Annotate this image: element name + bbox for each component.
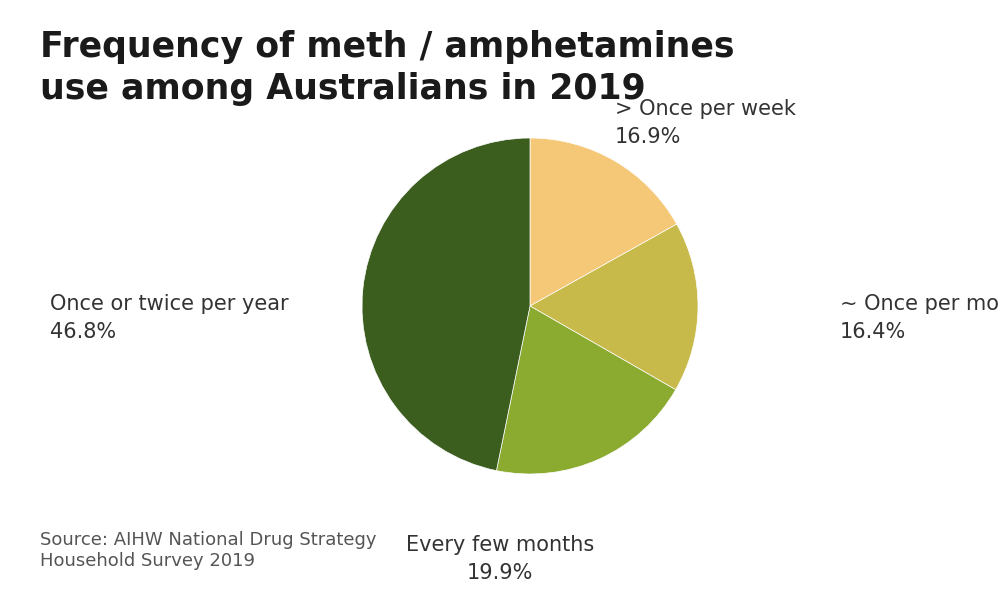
Text: > Once per week
16.9%: > Once per week 16.9% <box>615 99 796 147</box>
Wedge shape <box>496 306 676 474</box>
Wedge shape <box>530 138 677 306</box>
Wedge shape <box>530 224 698 389</box>
Wedge shape <box>362 138 530 470</box>
Text: Every few months
19.9%: Every few months 19.9% <box>406 535 594 583</box>
Text: Once or twice per year
46.8%: Once or twice per year 46.8% <box>50 294 289 342</box>
Text: ~ Once per month
16.4%: ~ Once per month 16.4% <box>840 294 1000 342</box>
Text: Source: AIHW National Drug Strategy
Household Survey 2019: Source: AIHW National Drug Strategy Hous… <box>40 531 376 570</box>
Text: Frequency of meth / amphetamines
use among Australians in 2019: Frequency of meth / amphetamines use amo… <box>40 30 734 106</box>
